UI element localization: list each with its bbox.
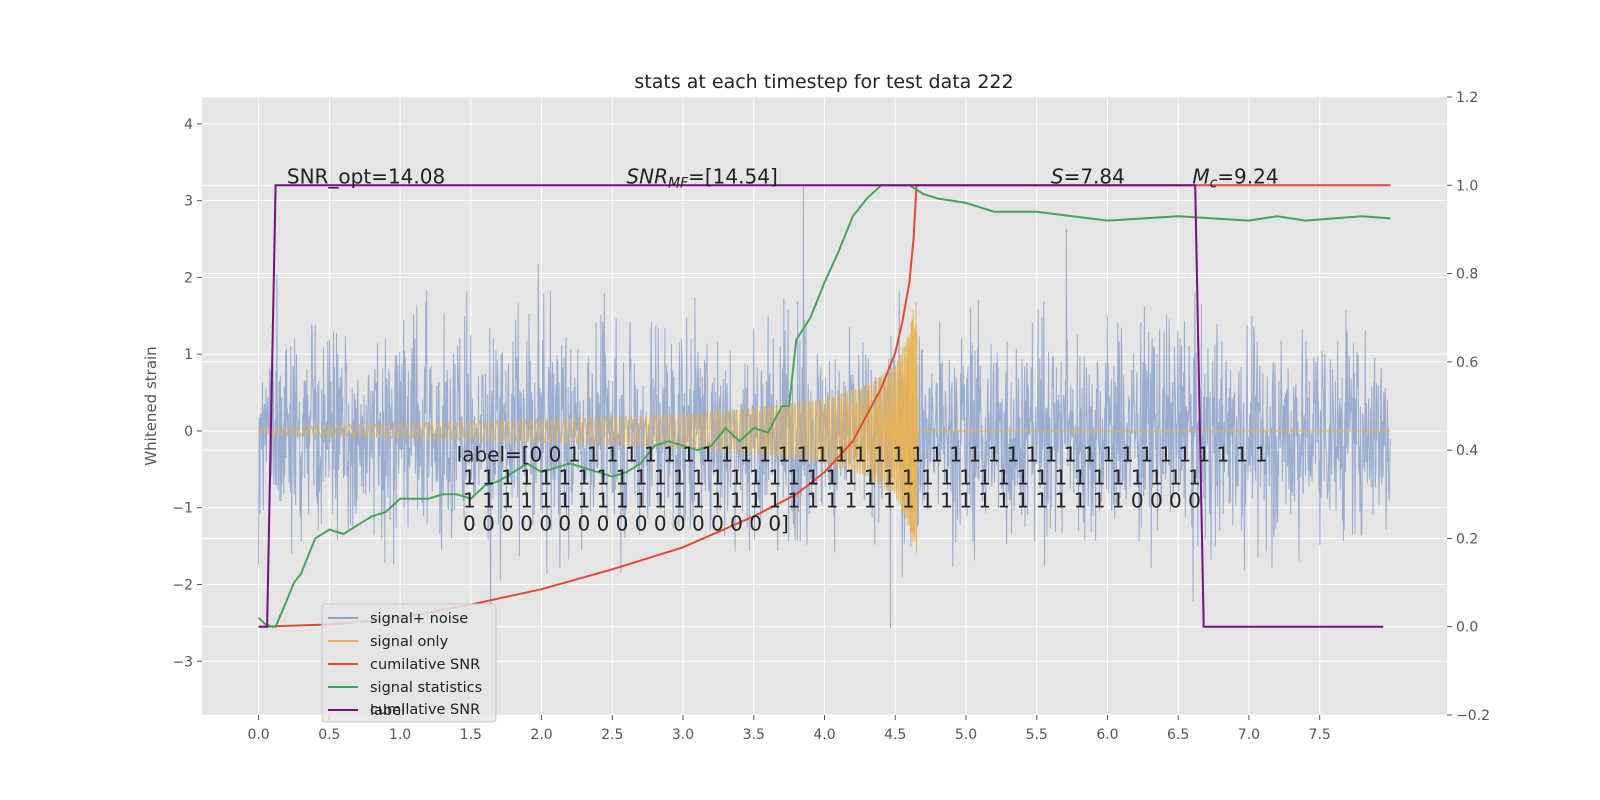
y2-tick-label: 0.4 — [1456, 443, 1478, 459]
x-tick-label: 1.0 — [389, 727, 411, 743]
x-tick-label: 6.0 — [1096, 727, 1118, 743]
stat-annotation: SNRMF=[14.54] — [626, 164, 777, 191]
label-array-annotation: 1 1 1 1 1 1 1 1 1 1 1 1 1 1 1 1 1 1 1 1 … — [457, 466, 1201, 490]
y-tick-label: 4 — [184, 117, 193, 133]
x-tick-label: 1.5 — [460, 727, 482, 743]
x-tick-label: 3.5 — [743, 727, 765, 743]
legend-ghost-text: cumilative SNR — [370, 702, 480, 718]
y-tick-label: 0 — [184, 424, 193, 440]
label-array-annotation: label=[0 0 1 1 1 1 1 1 1 1 1 1 1 1 1 1 1… — [457, 443, 1268, 467]
series-signal-plus-noise — [258, 186, 1391, 629]
x-tick-label: 2.5 — [601, 727, 623, 743]
x-tick-label: 7.0 — [1238, 727, 1260, 743]
y-axis-title: Whitened strain — [142, 346, 160, 465]
x-tick-label: 6.5 — [1167, 727, 1189, 743]
x-tick-label: 2.0 — [530, 727, 552, 743]
legend-label: cumilative SNR — [370, 657, 480, 673]
y2-tick-label: −0.2 — [1456, 708, 1490, 724]
legend-label: label — [370, 703, 405, 719]
y2-tick-label: 1.0 — [1456, 178, 1478, 194]
stat-annotation: S=7.84 — [1051, 164, 1125, 188]
y-tick-label: 1 — [184, 347, 193, 363]
label-array-annotation: 1 1 1 1 1 1 1 1 1 1 1 1 1 1 1 1 1 1 1 1 … — [457, 489, 1201, 513]
x-axis: 0.0 0.5 1.0 1.5 2.0 2.5 3.0 3.5 4.0 4.5 5.0 5.5 6.0 6… — [247, 715, 1331, 743]
y2-tick-label: 0.8 — [1456, 267, 1478, 283]
label-array-annotation: 0 0 0 0 0 0 0 0 0 0 0 0 0 0 0 0 0] — [457, 512, 789, 536]
x-tick-label: 5.5 — [1026, 727, 1048, 743]
y-tick-label: −3 — [172, 654, 193, 670]
series-signal-only — [258, 302, 1391, 553]
y2-tick-label: 1.2 — [1456, 90, 1478, 106]
x-tick-label: 0.5 — [318, 727, 340, 743]
series-signal-statistics — [257, 184, 1391, 628]
legend: cumilative SNR signal+ noise signal only cu… — [321, 603, 497, 723]
series-layer — [258, 186, 1391, 629]
annotations: SNR_opt=14.08 SNRMF=[14.54] S=7.84 Mc=9.24 l… — [287, 164, 1279, 535]
x-tick-label: 4.5 — [884, 727, 906, 743]
y-tick-label: −2 — [172, 577, 193, 593]
y-axis-left: −3 −2 −1 0 1 2 3 4 — [172, 117, 202, 670]
x-tick-label: 7.5 — [1309, 727, 1331, 743]
y-tick-label: 3 — [184, 194, 193, 210]
x-tick-label: 3.0 — [672, 727, 694, 743]
legend-box — [321, 603, 497, 723]
legend-label: signal only — [370, 634, 449, 650]
y2-tick-label: 0.0 — [1456, 620, 1478, 636]
x-tick-label: 5.0 — [955, 727, 977, 743]
stat-annotation: Mc=9.24 — [1192, 164, 1278, 191]
y-tick-label: 2 — [184, 270, 193, 286]
stat-annotation: SNR_opt=14.08 — [287, 164, 445, 188]
series-label — [258, 184, 1384, 628]
x-tick-label: 0.0 — [247, 727, 269, 743]
y2-tick-label: 0.2 — [1456, 531, 1478, 547]
legend-label: signal+ noise — [370, 611, 468, 627]
x-tick-label: 4.0 — [813, 727, 835, 743]
y2-tick-label: 0.6 — [1456, 355, 1478, 371]
y-axis-right: −0.2 0.0 0.2 0.4 0.6 0.8 1.0 1.2 — [1447, 90, 1490, 724]
y-tick-label: −1 — [172, 501, 193, 517]
chart-title: stats at each timestep for test data 222 — [634, 71, 1013, 93]
legend-label: signal statistics — [370, 680, 482, 696]
